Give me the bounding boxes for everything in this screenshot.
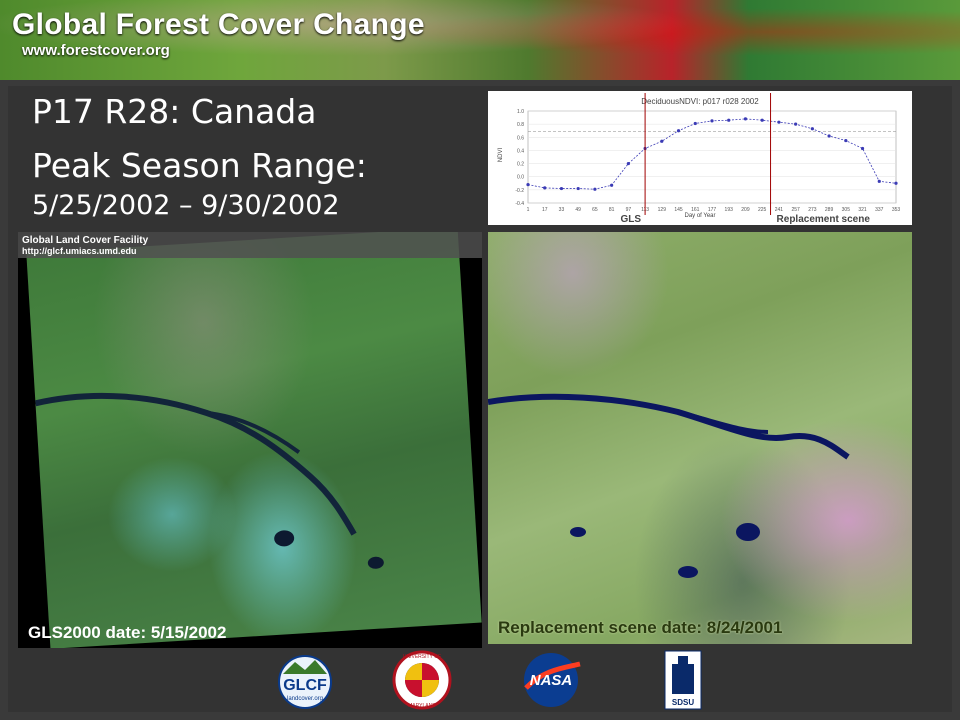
chart-point bbox=[610, 183, 614, 187]
ndvi-chart-svg: DeciduousNDVI: p017 r028 2002 NDVI Day o… bbox=[498, 93, 901, 225]
slide-subtitle: Peak Season Range: bbox=[32, 146, 367, 185]
chart-xtick-label: 273 bbox=[808, 207, 817, 213]
chart-ytick-label: 0.0 bbox=[517, 175, 524, 181]
chart-plot-area bbox=[527, 110, 897, 204]
chart-point bbox=[526, 183, 530, 187]
chart-xtick-label: 33 bbox=[559, 207, 565, 213]
chart-point bbox=[676, 129, 681, 133]
chart-xlabel: Day of Year bbox=[684, 213, 715, 219]
chart-point bbox=[794, 122, 798, 126]
chart-point bbox=[559, 186, 564, 191]
river-shape bbox=[34, 392, 384, 569]
umd-logo[interactable]: UNIVERSITY OF MARYLAND bbox=[392, 650, 452, 710]
chart-ylabel: NDVI bbox=[498, 148, 504, 163]
chart-xtick-label: 17 bbox=[542, 207, 548, 213]
glcf-watermark-name: Global Land Cover Facility bbox=[22, 235, 149, 246]
chart-point bbox=[626, 161, 630, 166]
chart-xtick-label: 209 bbox=[741, 207, 750, 213]
chart-xtick-label: 1 bbox=[527, 207, 530, 213]
chart-xtick-label: 289 bbox=[825, 207, 834, 213]
chart-point bbox=[877, 179, 881, 183]
gls-scene-image: Global Land Cover Facility http://glcf.u… bbox=[18, 232, 482, 648]
banner-url[interactable]: www.forestcover.org bbox=[22, 42, 170, 59]
chart-point bbox=[593, 187, 597, 191]
chart-marker-label: GLS bbox=[621, 214, 642, 225]
gls-satellite-scene bbox=[26, 232, 482, 648]
slide-title: P17 R28: Canada bbox=[32, 92, 317, 131]
glcf-logo-sub: landcover.org bbox=[287, 696, 323, 702]
chart-xtick-label: 337 bbox=[875, 207, 884, 213]
chart-xtick-label: 353 bbox=[892, 207, 901, 213]
chart-point bbox=[693, 121, 697, 126]
replacement-scene-image: Replacement scene date: 8/24/2001 bbox=[488, 232, 912, 644]
chart-xtick-label: 177 bbox=[708, 207, 717, 213]
chart-xtick-label: 257 bbox=[791, 207, 800, 213]
ndvi-chart: DeciduousNDVI: p017 r028 2002 NDVI Day o… bbox=[488, 91, 912, 225]
logo-strip: GLCF landcover.org UNIVERSITY OF MARYLAN… bbox=[8, 648, 952, 712]
chart-ytick-label: 0.8 bbox=[517, 122, 524, 128]
sdsu-logo[interactable]: SDSU bbox=[664, 650, 702, 712]
nasa-logo[interactable]: NASA bbox=[518, 650, 584, 710]
chart-xtick-label: 65 bbox=[592, 207, 598, 213]
slide-body: P17 R28: Canada Peak Season Range: 5/25/… bbox=[8, 86, 952, 712]
chart-point bbox=[660, 139, 664, 143]
chart-point bbox=[543, 186, 547, 190]
chart-xtick-label: 97 bbox=[626, 207, 632, 213]
chart-point bbox=[810, 127, 814, 131]
chart-xtick-label: 241 bbox=[775, 207, 784, 213]
banner-satellite-image bbox=[0, 0, 960, 80]
chart-ytick-label: -0.2 bbox=[515, 188, 524, 194]
glcf-logo[interactable]: GLCF landcover.org bbox=[273, 650, 337, 710]
chart-marker-label: Replacement scene bbox=[777, 214, 871, 225]
chart-point bbox=[860, 146, 865, 151]
chart-xtick-label: 129 bbox=[658, 207, 667, 213]
chart-xtick-label: 49 bbox=[575, 207, 581, 213]
chart-point bbox=[710, 119, 714, 123]
gls-date-caption: GLS2000 date: 5/15/2002 bbox=[28, 623, 227, 642]
chart-ytick-label: 0.6 bbox=[517, 135, 524, 141]
chart-series-line bbox=[527, 118, 897, 190]
sdsu-logo-name: SDSU bbox=[672, 698, 694, 707]
chart-point bbox=[827, 134, 831, 138]
chart-xtick-label: 225 bbox=[758, 207, 767, 213]
chart-point bbox=[894, 181, 898, 185]
chart-ytick-label: 0.2 bbox=[517, 162, 524, 168]
slide-date-range: 5/25/2002 – 9/30/2002 bbox=[32, 190, 340, 221]
glcf-watermark-url: http://glcf.umiacs.umd.edu bbox=[22, 246, 137, 256]
chart-xtick-label: 81 bbox=[609, 207, 615, 213]
replacement-river-shape bbox=[488, 393, 850, 578]
chart-point bbox=[777, 120, 781, 124]
chart-point bbox=[760, 118, 764, 122]
glcf-logo-name: GLCF bbox=[283, 677, 327, 694]
replacement-date-caption: Replacement scene date: 8/24/2001 bbox=[498, 618, 783, 637]
chart-xtick-label: 193 bbox=[725, 207, 734, 213]
glcf-watermark: Global Land Cover Facility http://glcf.u… bbox=[18, 232, 482, 258]
nasa-logo-name: NASA bbox=[530, 672, 573, 689]
chart-ytick-label: 1.0 bbox=[517, 109, 524, 115]
chart-point bbox=[844, 138, 848, 143]
chart-title: DeciduousNDVI: p017 r028 2002 bbox=[641, 97, 759, 106]
chart-ytick-label: 0.4 bbox=[517, 148, 524, 154]
umd-logo-bottom: MARYLAND bbox=[408, 703, 436, 709]
chart-xtick-label: 305 bbox=[842, 207, 851, 213]
chart-xtick-label: 321 bbox=[858, 207, 867, 213]
chart-xtick-label: 145 bbox=[674, 207, 683, 213]
umd-logo-top: UNIVERSITY OF bbox=[403, 654, 441, 660]
chart-point bbox=[743, 117, 748, 121]
header-banner: Global Forest Cover Change www.forestcov… bbox=[0, 0, 960, 80]
chart-point bbox=[576, 186, 580, 191]
chart-ytick-label: -0.4 bbox=[515, 201, 524, 207]
chart-point bbox=[727, 118, 731, 122]
banner-title: Global Forest Cover Change bbox=[12, 8, 425, 41]
chart-xtick-label: 161 bbox=[691, 207, 700, 213]
